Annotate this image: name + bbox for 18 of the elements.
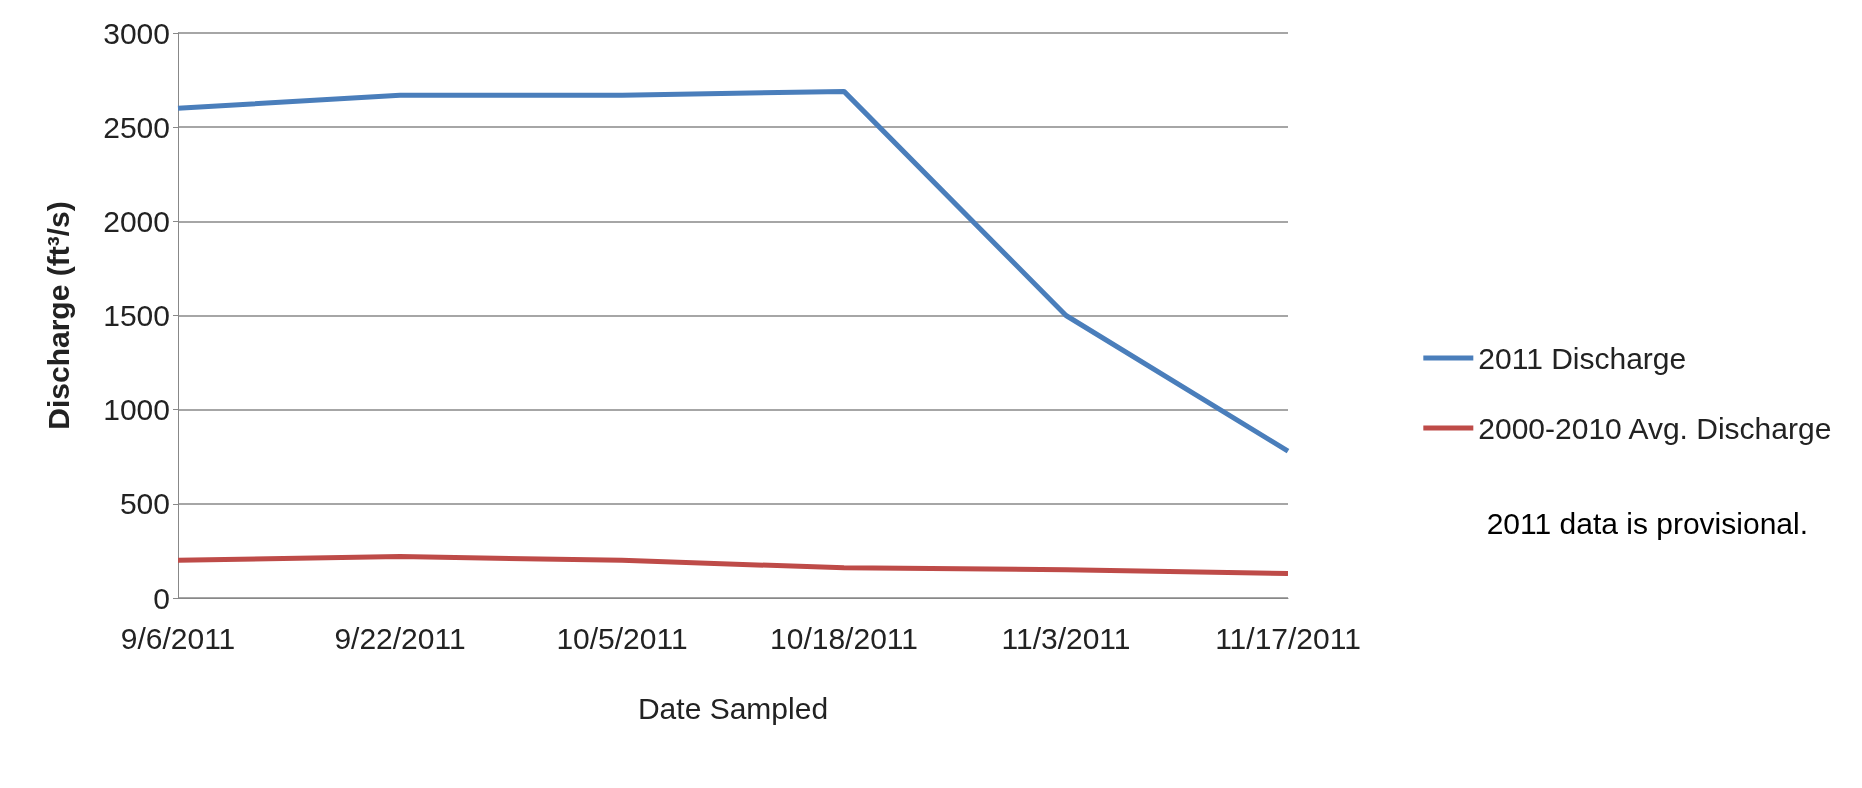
y-tick-label: 3000 <box>103 16 170 50</box>
y-tick-label: 500 <box>119 487 170 521</box>
text: 2011 data is provisional. <box>1486 506 1809 540</box>
x-tick-label: 10/5/2011 <box>556 621 688 655</box>
x-tick-label: 9/22/2011 <box>334 621 466 655</box>
x-tick-label: 10/18/2011 <box>770 621 918 655</box>
legend-label: 2011 Discharge <box>1478 341 1687 375</box>
y-tick-label: 2000 <box>103 204 170 238</box>
x-tick-label: 11/3/2011 <box>1001 621 1131 655</box>
x-axis-title: Date Sampled <box>637 691 829 725</box>
y-tick-label: 0 <box>153 581 170 615</box>
legend-label: 2000-2010 Avg. Discharge <box>1478 411 1832 445</box>
y-tick-label: 2500 <box>103 110 170 144</box>
y-tick-label: 1000 <box>103 393 170 427</box>
x-tick-label: 9/6/2011 <box>120 621 236 655</box>
y-tick-label: 1500 <box>103 299 170 332</box>
x-tick-label: 11/17/2011 <box>1215 621 1361 655</box>
y-axis-title: Discharge (ft³/s) <box>41 201 75 430</box>
